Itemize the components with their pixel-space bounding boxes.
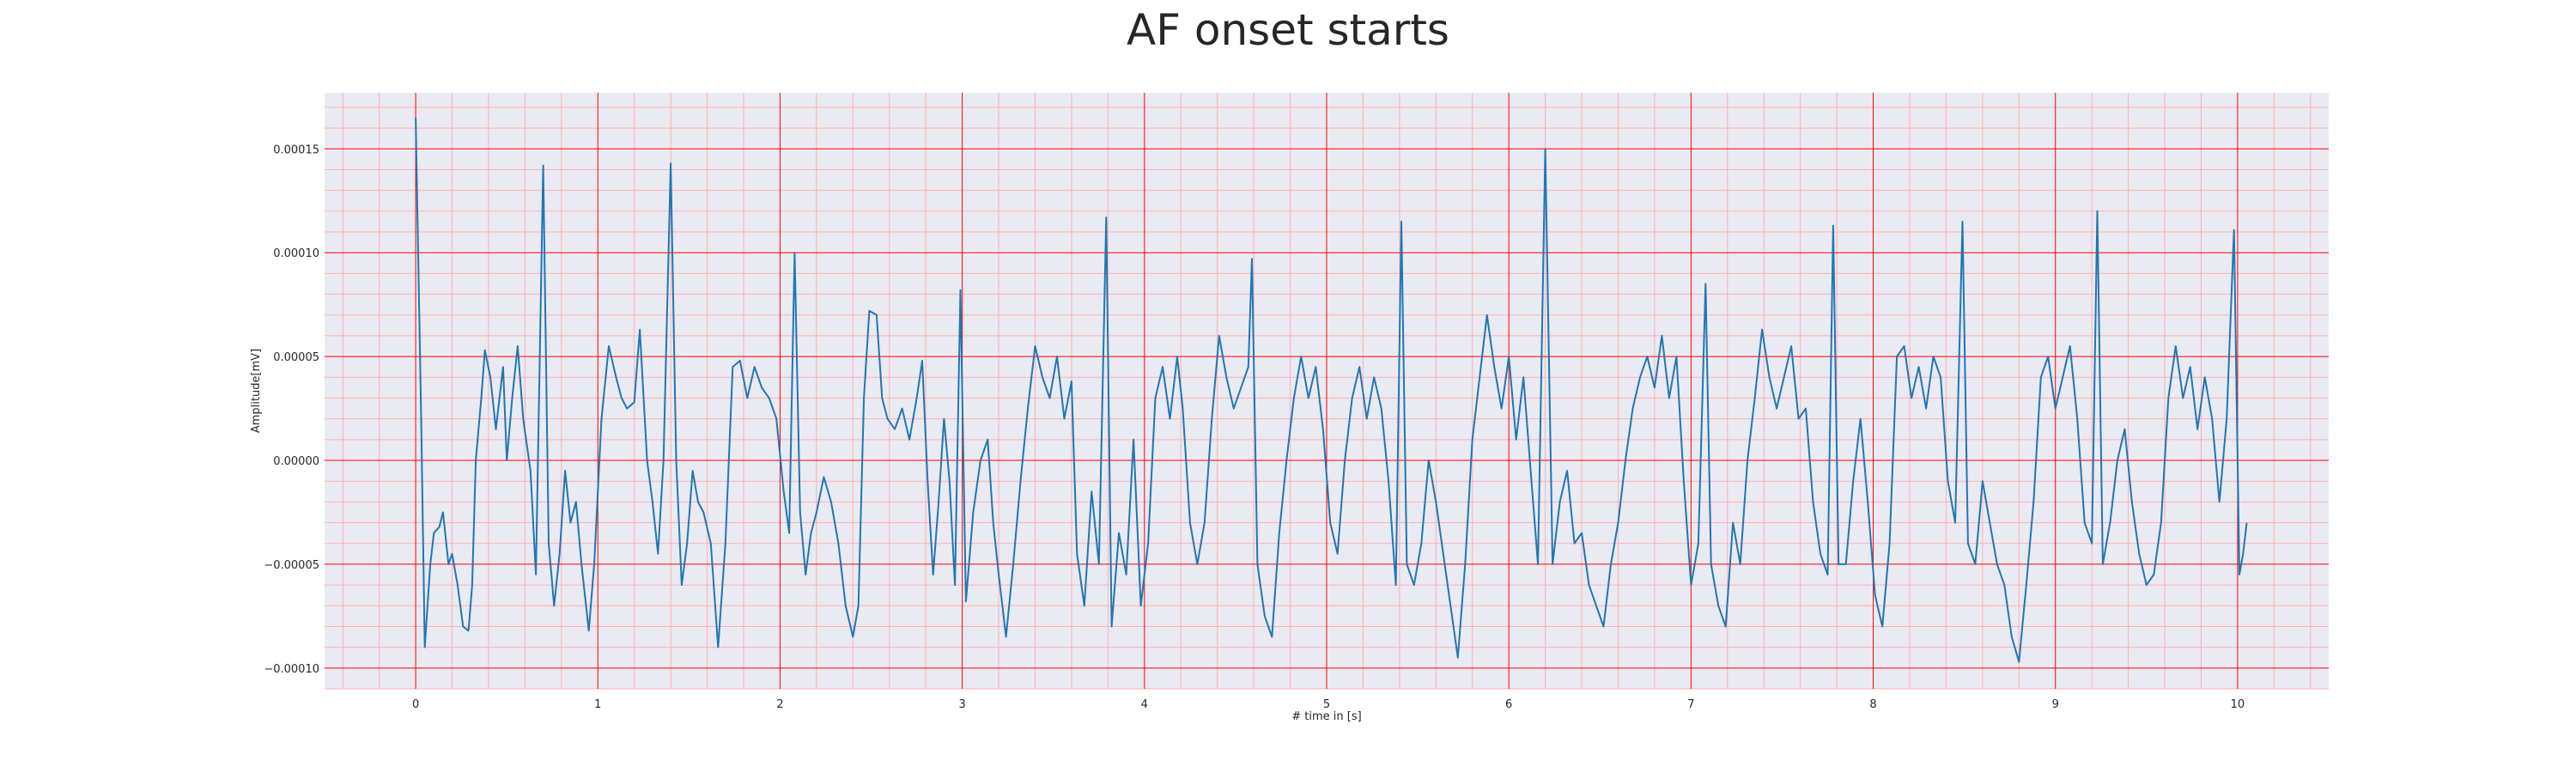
x-tick-label: 2 <box>776 698 783 711</box>
x-tick-label: 8 <box>1869 698 1876 711</box>
series-layer <box>415 117 2248 663</box>
x-tick-label: 0 <box>412 698 419 711</box>
y-axis-label: Amplitude[mV] <box>250 349 263 433</box>
y-tick-label: −0.00005 <box>264 559 319 572</box>
chart-title: AF onset starts <box>1127 5 1449 55</box>
y-tick-label: 0.00015 <box>273 143 319 156</box>
x-tick-label: 5 <box>1323 698 1330 711</box>
y-tick-label: −0.00010 <box>264 663 319 676</box>
y-tick-label: 0.00005 <box>273 351 319 364</box>
x-tick-label: 10 <box>2231 698 2245 711</box>
major-grid <box>325 93 2329 689</box>
x-tick-label: 7 <box>1687 698 1694 711</box>
x-tick-label: 9 <box>2052 698 2059 711</box>
x-axis-ticks: 0 1 2 3 4 5 6 7 8 9 10 <box>412 698 2245 711</box>
y-axis-ticks: −0.00010 −0.00005 0.00000 0.00005 0.00010 0.0… <box>264 143 319 676</box>
x-tick-label: 4 <box>1141 698 1148 711</box>
x-tick-label: 1 <box>594 698 601 711</box>
y-tick-label: 0.00010 <box>273 247 319 260</box>
x-tick-label: 6 <box>1505 698 1512 711</box>
x-tick-label: 3 <box>958 698 965 711</box>
x-axis-label: # time in [s] <box>1291 710 1361 723</box>
series-line <box>415 117 2248 663</box>
y-tick-label: 0.00000 <box>273 455 319 468</box>
